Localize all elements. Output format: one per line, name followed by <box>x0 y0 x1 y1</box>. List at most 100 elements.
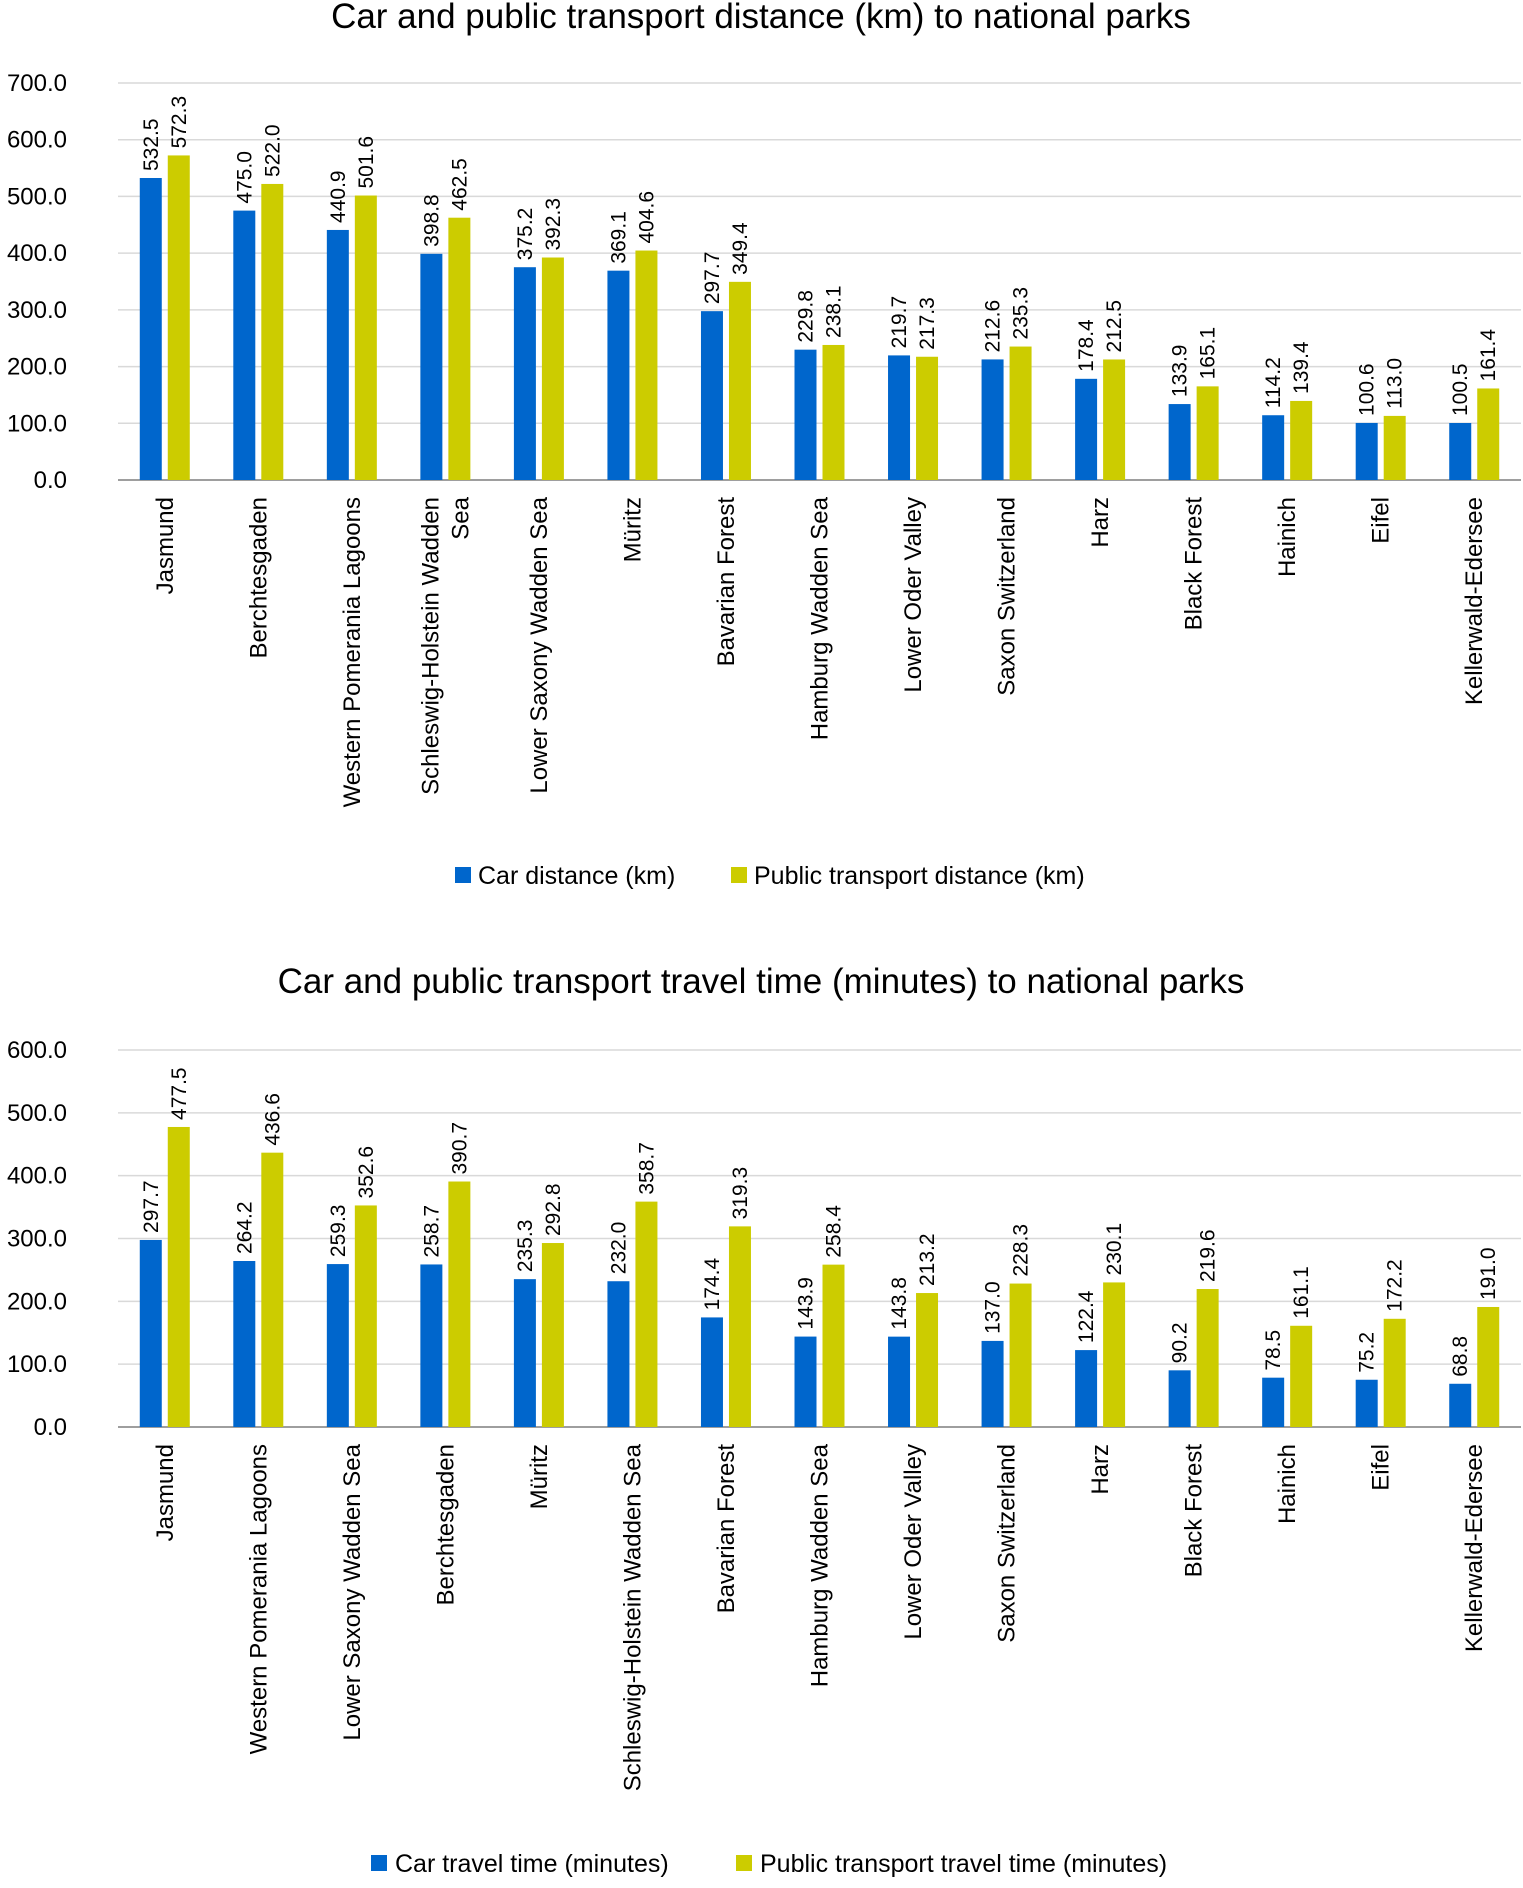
category-label-line: Harz <box>1087 497 1114 548</box>
category-label: Hainich <box>1274 1444 1301 1524</box>
bar-car <box>139 177 162 480</box>
bar-car <box>326 1264 349 1427</box>
category-label: Schleswig-Holstein Wadden Sea <box>619 1443 646 1791</box>
data-label: 143.8 <box>888 1277 911 1330</box>
data-label: 100.5 <box>1449 363 1472 416</box>
category-label: Bavarian Forest <box>713 497 740 667</box>
category-label-line: Lower Oder Valley <box>900 1444 927 1640</box>
data-label: 139.4 <box>1290 341 1313 394</box>
data-label: 212.5 <box>1103 300 1126 353</box>
category-label: Kellerwald-Edersee <box>1461 1444 1488 1652</box>
category-label-line: Schleswig-Holstein Wadden Sea <box>619 1443 646 1791</box>
bar-public-transport <box>167 155 190 481</box>
bar-car <box>1075 378 1098 480</box>
data-label: 75.2 <box>1356 1332 1379 1373</box>
category-label-line: Eifel <box>1368 497 1395 544</box>
category-label: Berchtesgaden <box>432 1444 459 1605</box>
category-label-line: Black Forest <box>1181 497 1208 631</box>
data-label: 219.6 <box>1197 1229 1220 1282</box>
category-label-line: Hainich <box>1274 497 1301 577</box>
category-label: Jasmund <box>152 1444 179 1541</box>
data-label: 235.3 <box>514 1220 537 1273</box>
y-tick-label: 0.0 <box>34 1414 67 1441</box>
data-label: 113.0 <box>1384 358 1407 409</box>
bar-car <box>326 229 349 480</box>
bar-car <box>888 355 911 480</box>
bar-car <box>513 1279 536 1427</box>
data-label: 78.5 <box>1262 1330 1285 1371</box>
data-label: 572.3 <box>168 96 191 149</box>
legend-swatch <box>371 1855 387 1871</box>
data-label: 264.2 <box>233 1201 256 1254</box>
data-label: 235.3 <box>1010 287 1033 340</box>
y-tick-label: 500.0 <box>7 1100 67 1127</box>
category-label: Eifel <box>1368 1444 1395 1491</box>
bar-car <box>420 1264 443 1427</box>
data-label: 228.3 <box>1010 1224 1033 1277</box>
category-label: Black Forest <box>1181 1444 1208 1578</box>
chart-2: Car and public transport travel time (mi… <box>7 962 1521 1878</box>
category-label: Lower Oder Valley <box>900 497 927 693</box>
category-label-line: Lower Saxony Wadden Sea <box>526 496 553 793</box>
bar-car <box>1355 422 1378 480</box>
bar-public-transport <box>1196 1289 1219 1427</box>
bar-public-transport <box>261 183 284 481</box>
category-label: Hainich <box>1274 497 1301 577</box>
y-tick-label: 200.0 <box>7 1288 67 1315</box>
data-label: 219.7 <box>888 296 911 349</box>
bar-car <box>700 1317 723 1427</box>
chart-title: Car and public transport travel time (mi… <box>278 962 1245 1001</box>
legend-swatch <box>455 867 471 883</box>
bar-public-transport <box>1290 1325 1313 1427</box>
category-label-line: Kellerwald-Edersee <box>1461 497 1488 705</box>
category-label: Lower Saxony Wadden Sea <box>339 1443 366 1740</box>
category-label: Kellerwald-Edersee <box>1461 497 1488 705</box>
data-label: 398.8 <box>420 194 443 247</box>
category-label: Berchtesgaden <box>245 497 272 658</box>
bar-car <box>607 270 630 480</box>
category-label: Lower Saxony Wadden Sea <box>526 496 553 793</box>
y-tick-label: 300.0 <box>7 297 67 324</box>
category-label: Müritz <box>619 497 646 562</box>
y-tick-label: 0.0 <box>34 467 67 494</box>
bar-car <box>981 1340 1004 1427</box>
bar-public-transport <box>635 250 658 480</box>
category-label: Eifel <box>1368 497 1395 544</box>
bar-car <box>794 349 817 480</box>
bar-car <box>1075 1350 1098 1427</box>
legend-label: Public transport distance (km) <box>754 862 1085 890</box>
data-label: 297.7 <box>140 1180 163 1233</box>
legend-label: Car travel time (minutes) <box>395 1850 669 1878</box>
data-label: 352.6 <box>355 1146 378 1199</box>
category-label-line: Jasmund <box>152 497 179 594</box>
category-label-line: Harz <box>1087 1444 1114 1495</box>
bar-public-transport <box>635 1201 658 1427</box>
category-label-line: Schleswig-Holstein Wadden <box>417 497 444 795</box>
category-label: Jasmund <box>152 497 179 594</box>
y-tick-label: 300.0 <box>7 1226 67 1253</box>
data-label: 358.7 <box>635 1142 658 1195</box>
data-label: 161.4 <box>1477 329 1500 382</box>
data-label: 462.5 <box>448 158 471 211</box>
data-label: 230.1 <box>1103 1223 1126 1276</box>
category-label-line: Bavarian Forest <box>713 1444 740 1614</box>
bar-public-transport <box>1383 1318 1406 1427</box>
bar-car <box>233 1260 256 1427</box>
data-label: 404.6 <box>635 191 658 244</box>
category-label: Hamburg Wadden Sea <box>807 1443 834 1687</box>
y-tick-label: 400.0 <box>7 1163 67 1190</box>
bar-car <box>233 210 256 480</box>
category-label: Black Forest <box>1181 497 1208 631</box>
data-label: 522.0 <box>261 124 284 177</box>
data-label: 319.3 <box>729 1167 752 1220</box>
category-label-line: Müritz <box>526 1444 553 1509</box>
category-label-line: Berchtesgaden <box>245 497 272 658</box>
data-label: 100.6 <box>1356 363 1379 416</box>
data-label: 217.3 <box>916 297 939 350</box>
bar-car <box>1355 1379 1378 1427</box>
y-tick-label: 600.0 <box>7 1037 67 1064</box>
y-tick-label: 200.0 <box>7 354 67 381</box>
y-tick-label: 100.0 <box>7 1351 67 1378</box>
bar-public-transport <box>728 281 751 480</box>
